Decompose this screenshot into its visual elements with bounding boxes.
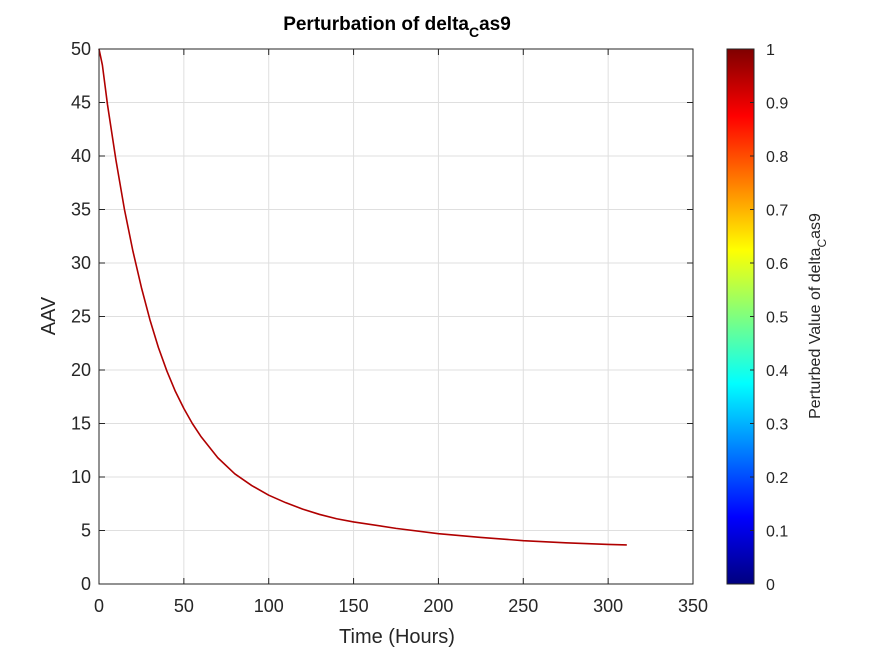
- y-tick-label: 50: [71, 39, 91, 59]
- colorbar-tick-label: 0: [766, 577, 775, 594]
- chart-title-subscript: C: [469, 24, 479, 40]
- colorbar-label-tail: as9: [807, 213, 824, 239]
- y-tick-label: 0: [81, 574, 91, 594]
- colorbar-tick-label: 0.9: [766, 96, 788, 113]
- x-tick-label: 100: [254, 596, 284, 616]
- x-axis-label: Time (Hours): [339, 626, 455, 648]
- colorbar-tick-label: 0.8: [766, 149, 788, 166]
- colorbar: [726, 48, 755, 585]
- x-tick-label: 350: [678, 596, 708, 616]
- colorbar-label-subscript: C: [815, 239, 829, 248]
- colorbar-tick-label: 0.1: [766, 524, 788, 541]
- chart-title-tail: as9: [479, 14, 511, 35]
- series-line: [98, 48, 627, 546]
- y-tick-label: 10: [71, 467, 91, 487]
- x-tick-label: 150: [339, 596, 369, 616]
- colorbar-ticks: 0 0.1 0.2 0.3 0.4 0.5 0.6 0.7 0.8 0.9 1: [750, 42, 788, 594]
- x-tick-label: 300: [593, 596, 623, 616]
- y-tick-label: 5: [81, 521, 91, 541]
- colorbar-tick-label: 0.4: [766, 363, 788, 380]
- y-tick-label: 35: [71, 200, 91, 220]
- y-tick-label: 40: [71, 146, 91, 166]
- y-tick-label: 15: [71, 414, 91, 434]
- colorbar-tick-label: 0.5: [766, 310, 788, 327]
- x-tick-label: 0: [94, 596, 104, 616]
- x-tick-label: 50: [174, 596, 194, 616]
- colorbar-label-main: Perturbed Value of delta: [807, 247, 824, 418]
- chart-title: Perturbation of deltaCas9: [283, 14, 511, 40]
- x-tick-label: 200: [423, 596, 453, 616]
- x-ticks: 0 50 100 150 200 250 300 350: [94, 49, 708, 616]
- y-tick-label: 20: [71, 360, 91, 380]
- colorbar-tick-label: 0.3: [766, 417, 788, 434]
- y-tick-label: 25: [71, 307, 91, 327]
- y-axis-label: AAV: [38, 296, 60, 335]
- colorbar-tick-label: 0.7: [766, 203, 788, 220]
- colorbar-tick-label: 1: [766, 42, 775, 59]
- colorbar-tick-label: 0.6: [766, 256, 788, 273]
- y-ticks: 0 5 10 15 20 25 30 35 40 45 50: [71, 39, 693, 594]
- x-tick-label: 250: [508, 596, 538, 616]
- series-group: [98, 48, 627, 546]
- colorbar-label: Perturbed Value of deltaCas9: [807, 213, 829, 419]
- y-tick-label: 45: [71, 93, 91, 113]
- chart-title-main: Perturbation of delta: [283, 14, 469, 35]
- colorbar-tick-label: 0.2: [766, 470, 788, 487]
- y-tick-label: 30: [71, 253, 91, 273]
